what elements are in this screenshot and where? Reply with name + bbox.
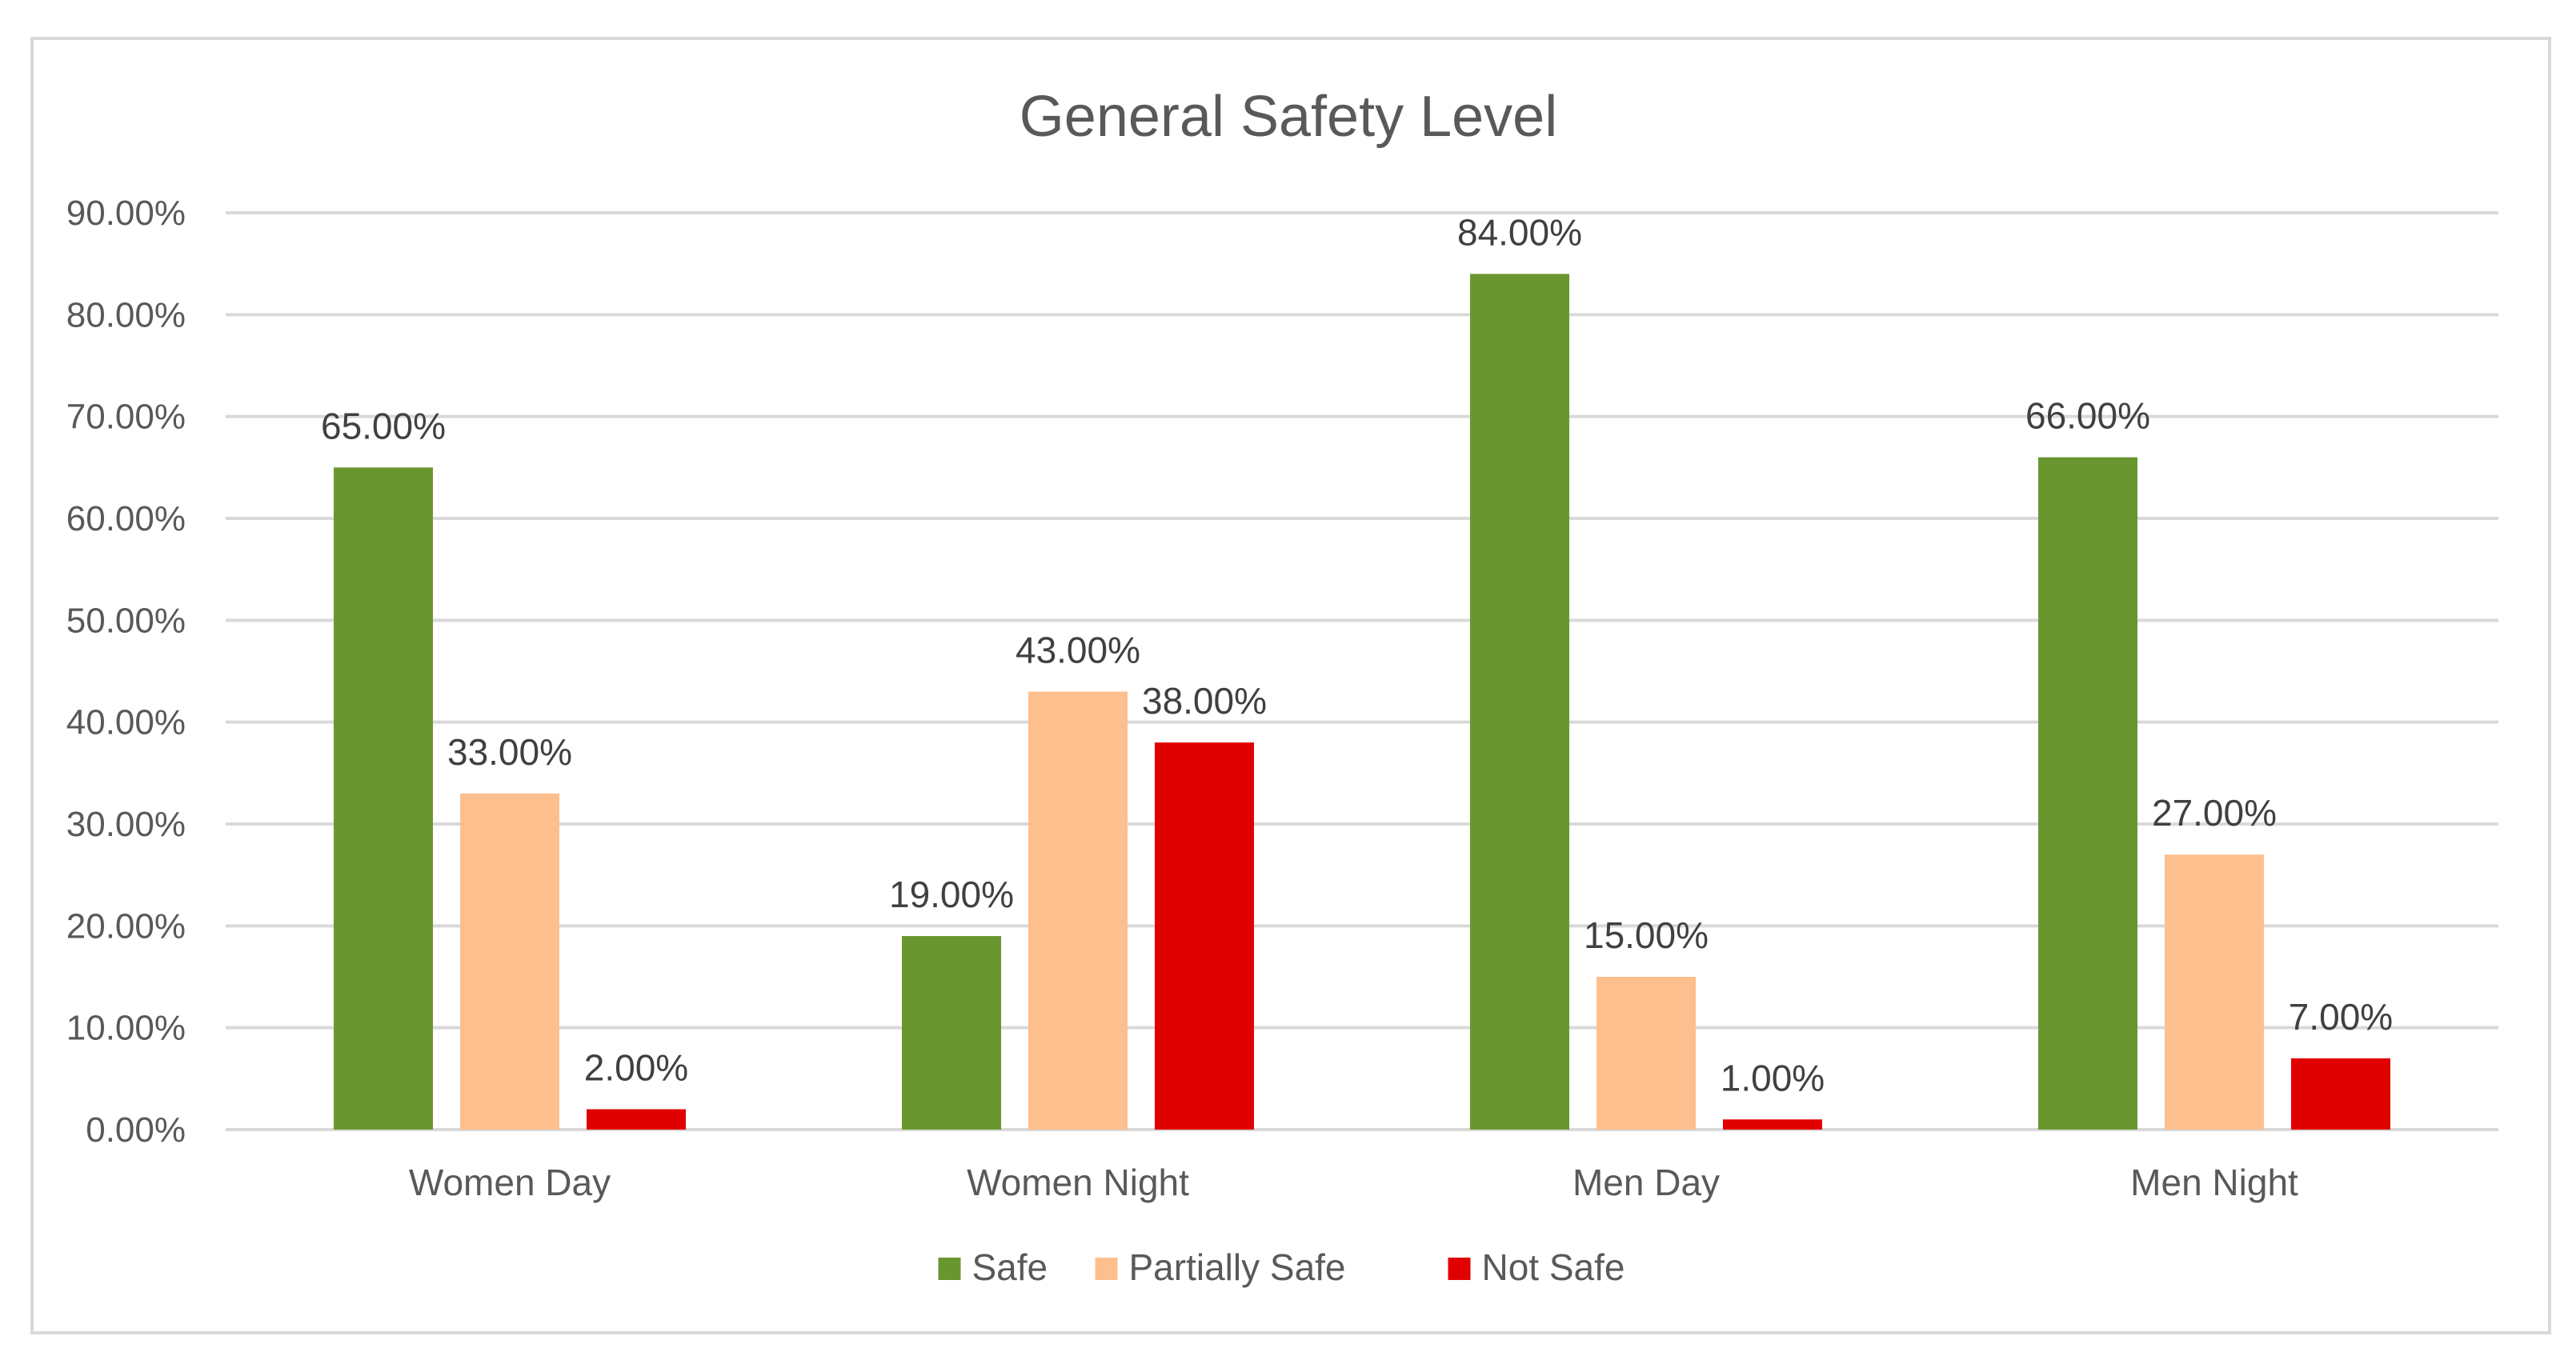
x-category-label: Men Night <box>2130 1162 2298 1203</box>
bar-safe <box>1470 274 1569 1130</box>
data-label: 65.00% <box>321 405 446 446</box>
y-tick-label: 70.00% <box>66 398 186 437</box>
bars <box>334 274 2390 1130</box>
bar-not-safe <box>1723 1119 1822 1130</box>
chart-title: General Safety Level <box>1020 85 1557 149</box>
legend-label: Safe <box>972 1246 1048 1288</box>
y-tick-label: 0.00% <box>86 1110 186 1150</box>
bar-not-safe <box>1155 742 1254 1130</box>
bar-partially-safe <box>460 793 559 1130</box>
data-label: 27.00% <box>2152 792 2277 834</box>
data-label: 15.00% <box>1584 914 1709 956</box>
legend-label: Partially Safe <box>1129 1246 1346 1288</box>
x-category-label: Women Night <box>967 1162 1189 1203</box>
data-labels: 65.00% 33.00% 2.00% 19.00% 43.00%38.00% 84.00… <box>321 211 2393 1098</box>
bar-safe <box>902 936 1001 1130</box>
bar-safe <box>334 467 433 1130</box>
x-category-label: Women Day <box>409 1162 611 1203</box>
y-tick-label: 50.00% <box>66 601 186 640</box>
y-axis-ticks: 0.00% 10.00% 20.00% 30.00% 40.00% 50.00% 60.00… <box>66 194 186 1150</box>
data-label: 7.00% <box>2289 996 2393 1038</box>
gridlines <box>226 211 2498 1131</box>
x-axis-categories: Women Day Women Night Men Day Men Night <box>409 1162 2298 1203</box>
x-category-label: Men Day <box>1572 1162 1720 1203</box>
data-label: 19.00% <box>889 874 1014 915</box>
y-tick-label: 30.00% <box>66 805 186 844</box>
data-label: 84.00% <box>1457 211 1582 253</box>
bar-safe <box>2038 457 2137 1130</box>
data-label: 43.00% <box>1016 629 1140 670</box>
y-tick-label: 10.00% <box>66 1009 186 1048</box>
legend-label: Not Safe <box>1482 1246 1625 1288</box>
y-tick-label: 80.00% <box>66 295 186 334</box>
y-tick-label: 60.00% <box>66 499 186 538</box>
bar-not-safe <box>2291 1058 2390 1130</box>
y-tick-label: 20.00% <box>66 906 186 946</box>
data-label: 38.00% <box>1142 680 1267 722</box>
legend-swatch <box>1095 1258 1118 1280</box>
bar-partially-safe <box>2165 854 2264 1130</box>
data-label: 66.00% <box>2025 395 2150 437</box>
y-tick-label: 90.00% <box>66 194 186 233</box>
y-tick-label: 40.00% <box>66 703 186 742</box>
legend: Safe Partially Safe Not Safe <box>938 1246 1625 1288</box>
legend-swatch <box>938 1258 961 1280</box>
bar-not-safe <box>587 1109 686 1130</box>
data-label: 2.00% <box>584 1047 688 1089</box>
bar-partially-safe <box>1028 691 1128 1130</box>
legend-swatch <box>1448 1258 1471 1280</box>
bar-partially-safe <box>1596 977 1696 1130</box>
data-label: 33.00% <box>447 731 572 773</box>
data-label: 1.00% <box>1721 1057 1825 1098</box>
